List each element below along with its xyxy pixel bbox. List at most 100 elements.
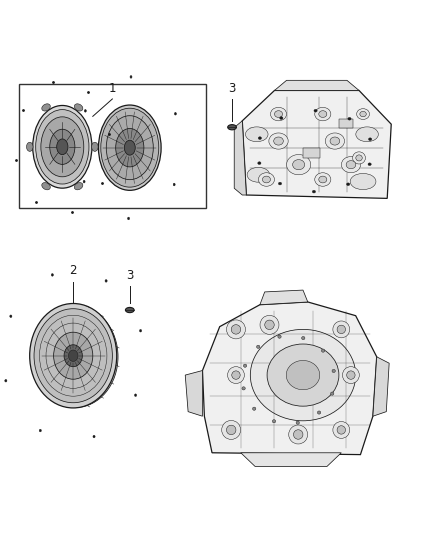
Ellipse shape [134, 394, 137, 397]
Text: 3: 3 [126, 269, 134, 282]
Ellipse shape [228, 125, 237, 130]
Bar [303, 148, 320, 158]
Ellipse shape [258, 162, 261, 165]
Ellipse shape [265, 320, 274, 329]
Ellipse shape [293, 159, 305, 169]
Ellipse shape [325, 133, 345, 149]
Ellipse shape [337, 325, 346, 334]
Ellipse shape [105, 280, 107, 282]
Polygon shape [373, 357, 389, 416]
Ellipse shape [258, 173, 275, 186]
Ellipse shape [267, 344, 339, 406]
Ellipse shape [34, 309, 113, 403]
Ellipse shape [296, 421, 300, 424]
Ellipse shape [253, 407, 256, 410]
Ellipse shape [242, 387, 245, 390]
Ellipse shape [346, 183, 350, 185]
Polygon shape [241, 453, 341, 466]
Ellipse shape [350, 173, 376, 190]
Ellipse shape [348, 117, 351, 120]
Ellipse shape [231, 325, 241, 334]
Ellipse shape [30, 303, 117, 408]
Ellipse shape [99, 105, 161, 190]
Ellipse shape [228, 367, 244, 384]
Polygon shape [234, 121, 246, 195]
Ellipse shape [341, 157, 360, 173]
Ellipse shape [312, 190, 315, 193]
Ellipse shape [333, 422, 350, 438]
Ellipse shape [116, 128, 144, 167]
Ellipse shape [269, 133, 288, 149]
Text: 3: 3 [228, 82, 236, 94]
Ellipse shape [278, 335, 281, 338]
Ellipse shape [53, 332, 93, 379]
Ellipse shape [332, 369, 336, 373]
Ellipse shape [314, 109, 317, 112]
Ellipse shape [35, 110, 89, 184]
Ellipse shape [226, 320, 245, 339]
Ellipse shape [42, 183, 50, 190]
Ellipse shape [274, 137, 283, 145]
Ellipse shape [275, 111, 283, 117]
Ellipse shape [346, 371, 355, 379]
Ellipse shape [258, 137, 261, 140]
Polygon shape [185, 370, 202, 416]
Ellipse shape [232, 371, 240, 379]
Bar [19, 84, 206, 208]
Polygon shape [242, 91, 391, 198]
Ellipse shape [333, 321, 350, 338]
Ellipse shape [74, 104, 83, 111]
Ellipse shape [286, 155, 311, 175]
Ellipse shape [271, 107, 286, 121]
Ellipse shape [68, 350, 78, 361]
Ellipse shape [125, 308, 134, 313]
Ellipse shape [10, 315, 12, 318]
Ellipse shape [127, 217, 130, 220]
Ellipse shape [346, 160, 356, 169]
Polygon shape [260, 290, 308, 305]
Ellipse shape [247, 167, 270, 182]
Ellipse shape [139, 329, 141, 332]
Ellipse shape [27, 142, 33, 151]
Ellipse shape [83, 180, 85, 183]
Ellipse shape [33, 106, 92, 188]
Ellipse shape [315, 173, 331, 186]
Ellipse shape [74, 183, 83, 190]
Ellipse shape [260, 316, 279, 334]
Ellipse shape [34, 306, 118, 407]
Ellipse shape [330, 137, 340, 145]
Text: 1: 1 [109, 82, 116, 94]
Ellipse shape [85, 110, 86, 112]
Ellipse shape [279, 182, 282, 185]
Ellipse shape [293, 430, 303, 439]
Ellipse shape [222, 421, 240, 439]
Ellipse shape [280, 117, 283, 119]
Ellipse shape [130, 76, 132, 78]
Ellipse shape [101, 108, 159, 187]
Ellipse shape [174, 112, 177, 115]
Ellipse shape [356, 155, 362, 161]
Ellipse shape [106, 116, 153, 180]
Ellipse shape [5, 379, 7, 382]
Ellipse shape [272, 419, 276, 423]
Ellipse shape [356, 127, 378, 142]
Ellipse shape [318, 411, 321, 414]
Ellipse shape [315, 107, 331, 121]
Ellipse shape [51, 273, 53, 276]
Ellipse shape [57, 139, 68, 155]
Text: 2: 2 [70, 264, 77, 277]
Ellipse shape [319, 176, 327, 183]
Ellipse shape [244, 364, 247, 367]
Ellipse shape [41, 117, 84, 177]
Ellipse shape [251, 329, 356, 421]
Ellipse shape [92, 142, 98, 151]
Ellipse shape [331, 392, 334, 395]
Ellipse shape [321, 349, 325, 352]
Ellipse shape [343, 367, 359, 384]
Ellipse shape [246, 127, 268, 142]
Ellipse shape [286, 360, 320, 390]
Ellipse shape [226, 425, 236, 435]
Bar [339, 119, 353, 127]
Ellipse shape [319, 111, 327, 117]
Polygon shape [202, 302, 377, 455]
